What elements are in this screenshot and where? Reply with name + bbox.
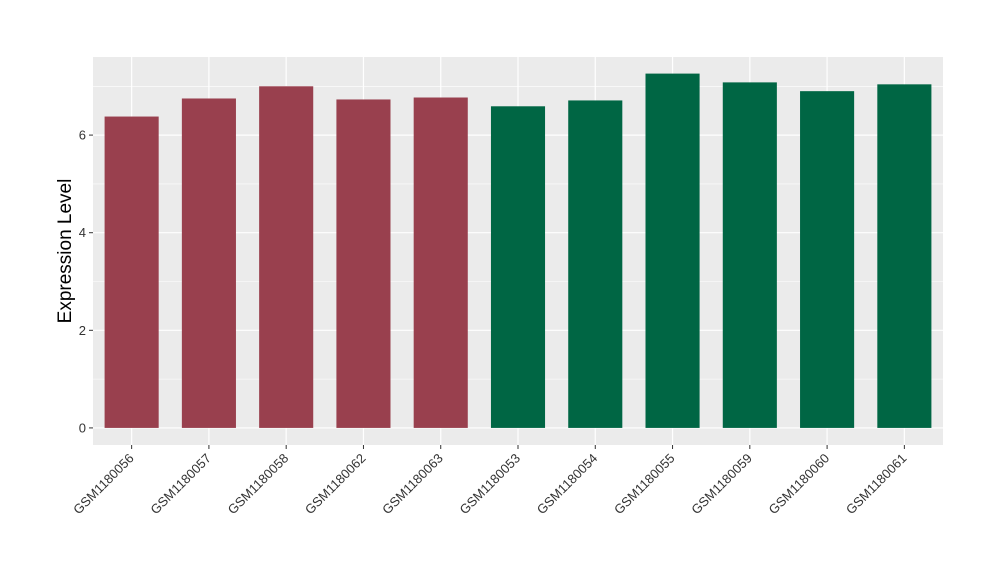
x-tick-label: GSM1180058 [225,451,292,518]
x-tick-label: GSM1180061 [843,451,910,518]
x-tick-label: GSM1180053 [456,451,523,518]
x-tick-label: GSM1180060 [766,451,833,518]
x-axis: GSM1180056 GSM1180057 GSM1180058 GSM1180062… [70,445,909,517]
bar-gsm1180058 [259,86,314,428]
y-axis: 0 2 4 6 [79,128,93,435]
y-tick-label: 4 [79,225,86,240]
bar-gsm1180060 [800,91,855,428]
bar-gsm1180056 [104,116,159,428]
bar-gsm1180054 [568,100,623,428]
x-tick-label: GSM1180055 [611,451,678,518]
bars [104,73,932,428]
bar-gsm1180062 [336,99,391,428]
bar-gsm1180059 [722,82,777,428]
y-tick-label: 0 [79,420,86,435]
x-tick-label: GSM1180063 [379,451,446,518]
y-axis-title: Expression Level [55,179,76,324]
y-tick-label: 2 [79,323,86,338]
x-tick-label: GSM1180054 [534,451,601,518]
x-tick-label: GSM1180056 [70,451,137,518]
x-tick-label: GSM1180062 [302,451,369,518]
y-tick-label: 6 [79,128,86,143]
bar-gsm1180053 [490,106,546,428]
bar-gsm1180063 [413,97,468,428]
bar-gsm1180055 [645,73,700,428]
bar-gsm1180057 [181,98,236,428]
x-tick-label: GSM1180059 [688,451,755,518]
bar-gsm1180061 [877,84,932,428]
x-tick-label: GSM1180057 [147,451,214,518]
